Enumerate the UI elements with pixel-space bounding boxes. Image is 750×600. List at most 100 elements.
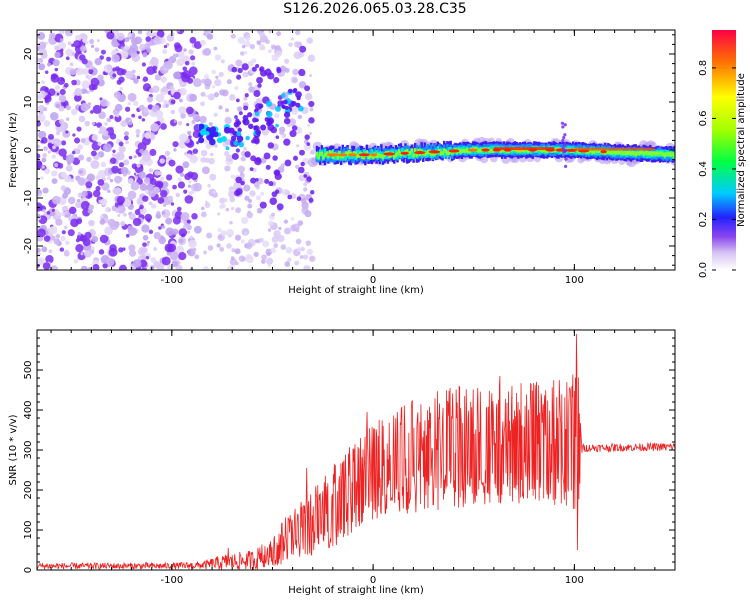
spectrogram-ridge-segment: [624, 151, 628, 156]
spectrogram-blob: [267, 220, 274, 227]
spectrogram-ridge-segment: [620, 149, 623, 154]
spectrogram-blob: [200, 149, 208, 157]
spectrogram-y-tick-label: 20: [23, 48, 34, 61]
spectrogram-blob: [89, 38, 95, 45]
spectrogram-y-tick-label: 10: [23, 96, 34, 109]
spectrogram-blob: [230, 256, 235, 260]
spectrogram-blob: [563, 142, 567, 147]
spectrogram-blob: [243, 40, 251, 48]
spectrogram-blob: [133, 100, 139, 106]
spectrogram-blob: [243, 96, 248, 101]
spectrogram-blob: [158, 226, 162, 230]
spectrogram-blob: [292, 78, 298, 83]
spectrogram-blob: [242, 71, 249, 78]
spectrogram-ridge-segment: [360, 154, 364, 159]
spectrogram-blob: [234, 248, 241, 255]
spectrogram-blob: [253, 125, 258, 130]
colorbar-label: Normalized spectral amplitude: [736, 73, 747, 227]
spectrogram-ridge-segment: [394, 153, 398, 158]
spectrogram-ridge-segment: [479, 148, 483, 153]
spectrogram-blob: [300, 197, 307, 204]
spectrogram-ridge-segment: [631, 151, 634, 155]
spectrogram-blob: [202, 266, 210, 270]
spectrogram-blob: [181, 232, 186, 238]
spectrogram-blob: [227, 265, 235, 270]
spectrogram-blob: [277, 234, 285, 243]
spectrogram-blob: [186, 153, 192, 159]
spectrogram-blob: [95, 175, 101, 180]
spectrogram-blob: [298, 51, 304, 58]
spectrogram-ridge-segment: [645, 151, 649, 159]
spectrogram-ridge-segment: [447, 151, 451, 156]
spectrogram-blob: [260, 69, 268, 77]
spectrogram-blob: [65, 154, 75, 164]
spectrogram-blob: [57, 77, 66, 85]
spectrogram-blob: [224, 116, 232, 125]
spectrogram-blob: [92, 104, 102, 114]
spectrogram-ridge-segment: [639, 150, 642, 155]
spectrogram-blob: [99, 219, 106, 225]
spectrogram-x-tick-label: -100: [160, 275, 183, 286]
spectrogram-blob: [91, 134, 99, 141]
spectrogram-blob: [125, 233, 130, 238]
spectrogram-blob: [51, 208, 56, 212]
spectrogram-blob: [59, 118, 65, 125]
spectrogram-blob: [70, 108, 78, 116]
spectrogram-ridge-segment: [346, 151, 349, 156]
spectrogram-blob: [149, 148, 157, 156]
spectrogram-blob: [299, 255, 304, 260]
spectrogram-blob: [168, 159, 176, 167]
spectrogram-blob: [94, 57, 102, 66]
colorbar-scale: [712, 30, 736, 270]
spectrogram-blob: [191, 189, 195, 194]
spectrogram-blob: [236, 106, 243, 112]
spectrogram-blob: [257, 83, 262, 88]
spectrogram-blob: [70, 178, 75, 183]
spectrogram-blob: [205, 143, 212, 150]
spectrogram-blob: [52, 145, 56, 150]
spectrogram-ridge-segment: [378, 153, 382, 158]
spectrogram-blob: [139, 43, 146, 51]
spectrogram-blob: [39, 48, 48, 57]
spectrogram-blob: [267, 228, 272, 232]
spectrogram-blob: [68, 206, 77, 215]
spectrogram-blob: [173, 119, 177, 123]
spectrogram-blob: [74, 137, 81, 144]
spectrogram-blob: [259, 31, 266, 38]
spectrogram-blob: [273, 243, 279, 248]
spectrogram-ridge-segment: [613, 150, 617, 155]
spectrogram-blob: [141, 224, 150, 233]
spectrogram-blob: [75, 243, 84, 253]
spectrogram-blob: [88, 204, 94, 210]
spectrogram-blob: [187, 130, 192, 135]
spectrogram-blob: [115, 151, 125, 161]
spectrogram-blob: [98, 111, 106, 119]
spectrogram-blob: [120, 166, 129, 175]
spectrogram-blob: [180, 113, 186, 119]
spectrogram-blob: [157, 197, 165, 204]
spectrogram-blob: [563, 123, 567, 127]
spectrogram-blob: [562, 135, 566, 140]
spectrogram-blob: [284, 261, 291, 267]
spectrogram-blob: [50, 235, 56, 241]
spectrogram-blob: [40, 176, 44, 180]
spectrogram-blob: [237, 36, 245, 45]
spectrogram-blob: [146, 66, 156, 75]
spectrogram-blob: [230, 33, 236, 39]
spectrogram-blob: [54, 67, 59, 72]
spectrogram-blob: [114, 175, 122, 184]
spectrogram-blob: [128, 121, 133, 126]
spectrogram-ridge-segment: [544, 149, 547, 154]
spectrogram-blob: [69, 62, 74, 67]
spectrogram-blob: [37, 57, 41, 63]
spectrogram-blob: [306, 142, 311, 146]
spectrogram-ridge-segment: [647, 151, 650, 156]
spectrogram-blob: [176, 58, 185, 67]
spectrogram-blob: [112, 149, 116, 153]
spectrogram-blob: [188, 66, 198, 76]
spectrogram-ridge-segment: [592, 150, 596, 154]
spectrogram-blob: [44, 95, 52, 103]
spectrogram-ridge-segment: [433, 151, 436, 156]
spectrogram-blob: [124, 36, 130, 43]
